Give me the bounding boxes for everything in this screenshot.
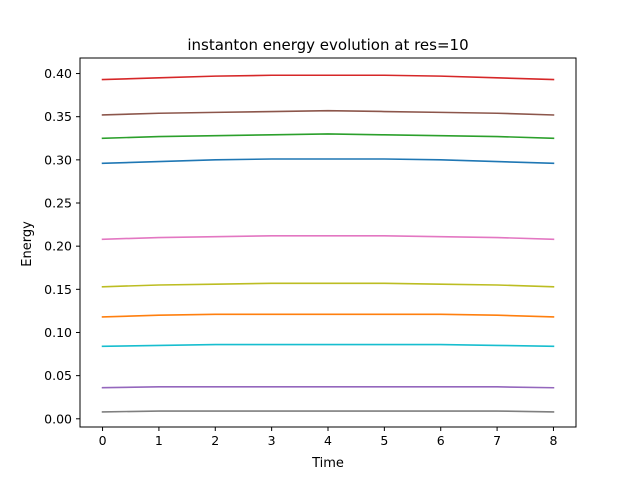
y-tick-label: 0.05 — [44, 368, 72, 383]
series-line-7 — [101, 313, 555, 318]
y-tick-label: 0.20 — [44, 239, 72, 254]
series-line-1 — [101, 74, 555, 81]
x-tick-label: 6 — [437, 433, 445, 448]
series-line-10 — [101, 410, 555, 413]
x-tick-label: 3 — [268, 433, 276, 448]
y-tick-label: 0.25 — [44, 196, 72, 211]
x-tick-label: 4 — [324, 433, 332, 448]
x-tick-label: 2 — [211, 433, 219, 448]
y-axis-label: Energy — [20, 221, 35, 267]
series-layer — [101, 74, 555, 413]
plot-frame — [79, 57, 577, 428]
x-axis-ticks: 0 1 2 3 4 5 6 7 8 — [99, 427, 557, 448]
y-tick-label: 0.10 — [44, 325, 72, 340]
x-axis-label: Time — [311, 456, 344, 471]
chart-title: instanton energy evolution at res=10 — [187, 36, 468, 54]
y-axis-ticks: 0.00 0.05 0.10 0.15 0.20 0.25 0.30 0.35 0.40 — [44, 66, 80, 426]
y-tick-label: 0.30 — [44, 152, 72, 167]
series-line-4 — [101, 158, 555, 165]
series-line-5 — [101, 235, 555, 241]
series-line-6 — [101, 282, 555, 288]
x-tick-label: 0 — [99, 433, 107, 448]
y-tick-label: 0.40 — [44, 66, 72, 81]
y-tick-label: 0.00 — [44, 411, 72, 426]
y-tick-label: 0.35 — [44, 109, 72, 124]
x-tick-label: 1 — [155, 433, 163, 448]
series-line-2 — [101, 109, 555, 116]
x-tick-label: 7 — [493, 433, 501, 448]
series-line-8 — [101, 343, 555, 348]
series-line-3 — [101, 133, 555, 140]
x-tick-label: 8 — [549, 433, 557, 448]
y-tick-label: 0.15 — [44, 282, 72, 297]
series-line-9 — [101, 386, 555, 389]
x-tick-label: 5 — [380, 433, 388, 448]
